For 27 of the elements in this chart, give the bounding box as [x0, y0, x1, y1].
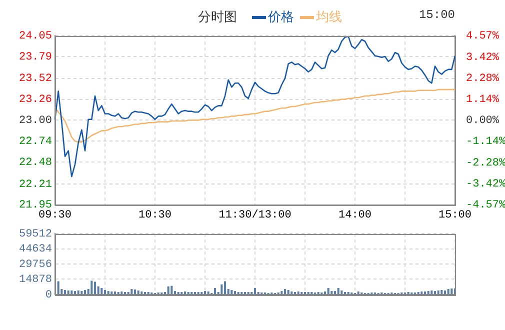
- y-tick-label: 22.21: [18, 178, 52, 191]
- x-tick-label: 11:30/13:00: [218, 209, 292, 222]
- x-tick-label: 15:00: [438, 209, 472, 222]
- y-tick-label: 23.52: [18, 73, 52, 86]
- y-tick-label: 23.79: [18, 51, 52, 64]
- y2-tick-label: 4.57%: [466, 30, 500, 43]
- y2-tick-label: 2.28%: [466, 72, 500, 85]
- y-tick-label: 59512: [18, 228, 52, 241]
- y-tick-label: 22.74: [18, 136, 52, 148]
- y2-tick-label: 0.00%: [466, 115, 500, 128]
- y-tick-label: 23.26: [18, 94, 52, 106]
- text: 15:00: [418, 8, 455, 22]
- x-tick-label: 10:30: [138, 209, 172, 222]
- y-tick-label: 23.00: [18, 115, 52, 128]
- y-tick-label: 24.05: [18, 30, 52, 43]
- x-tick-label: 09:30: [38, 209, 72, 222]
- y-tick-label: 44634: [18, 244, 52, 256]
- y2-tick-label: 3.42%: [466, 52, 500, 64]
- y-tick-label: 29756: [18, 258, 52, 271]
- y2-tick-label: 1.14%: [466, 94, 500, 106]
- chart-title: 分时图: [198, 9, 237, 26]
- y-tick-label: 22.48: [18, 157, 52, 170]
- y-tick-label: 0: [45, 289, 52, 302]
- legend-label: 价格: [267, 10, 294, 25]
- x-tick-label: 14:00: [338, 209, 372, 222]
- y-tick-label: 14878: [18, 274, 52, 286]
- legend-label: 均线: [315, 10, 342, 25]
